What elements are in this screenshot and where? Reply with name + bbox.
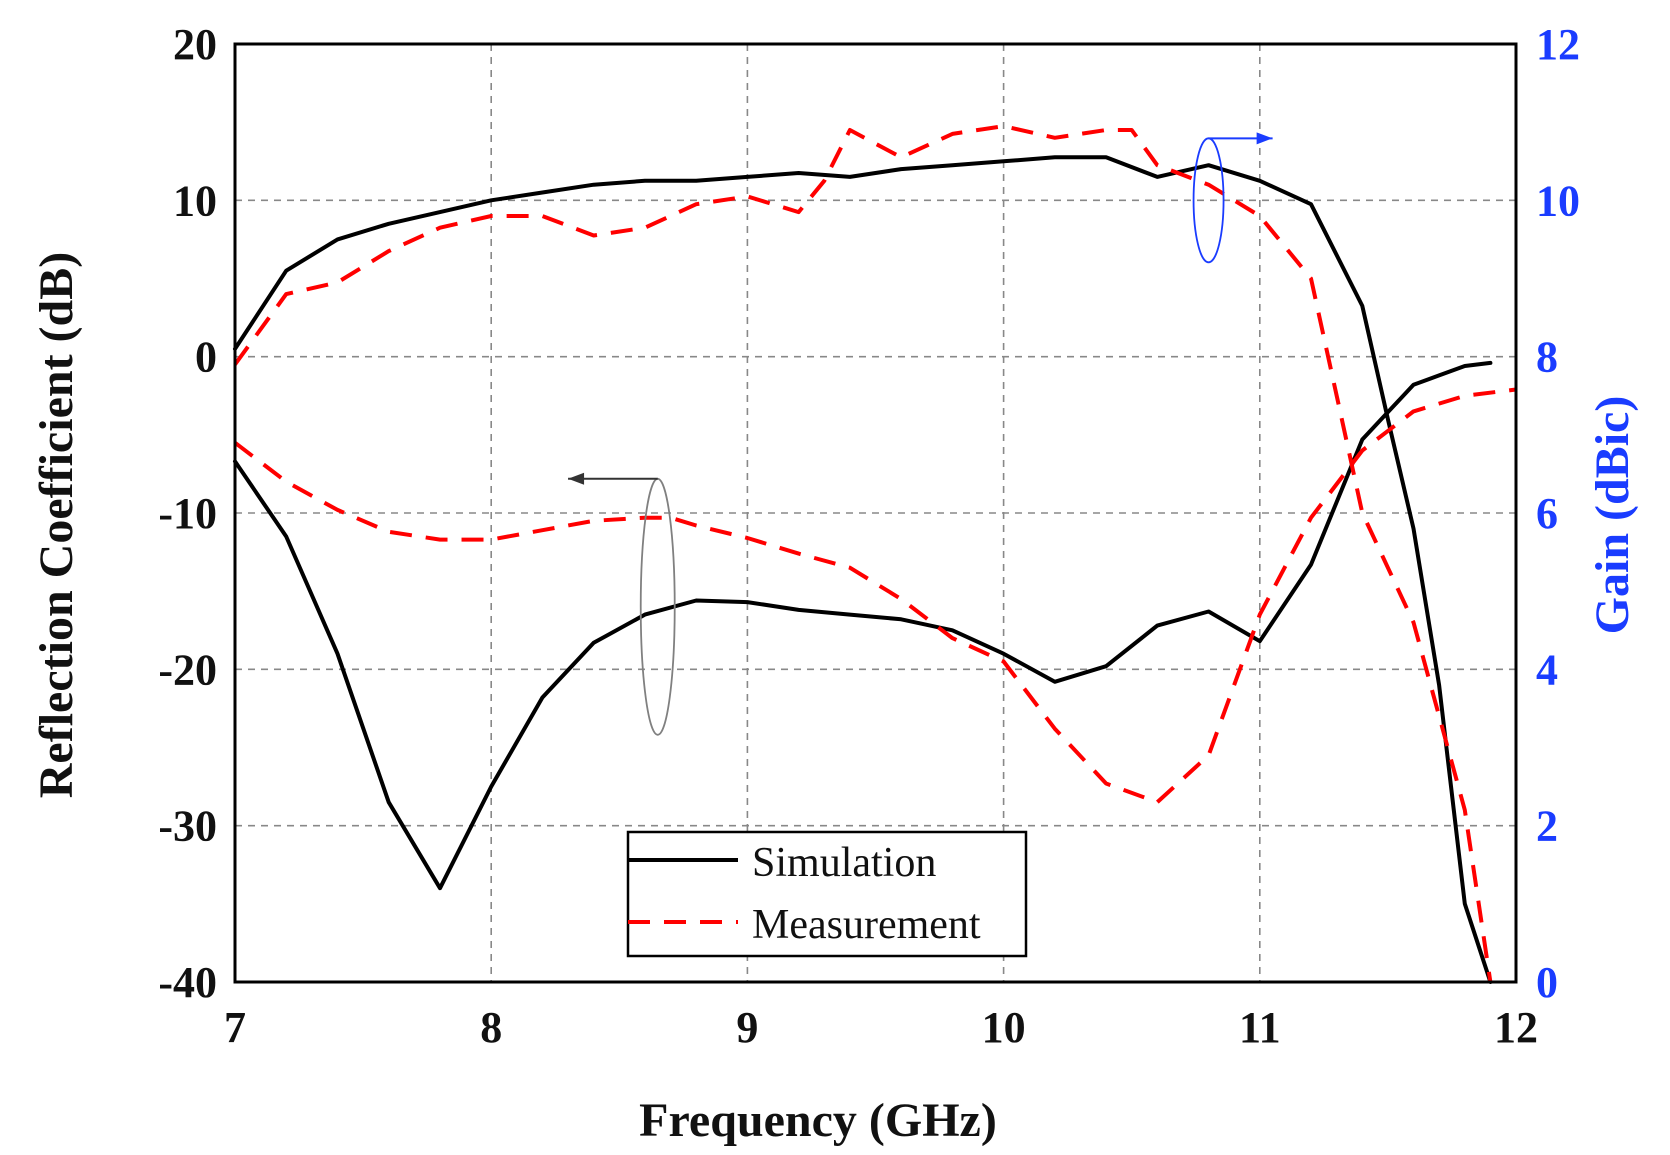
y-left-tick-label: -20 — [158, 645, 217, 694]
series-line-simulation-reflection — [233, 360, 1493, 891]
series-line-measurement-reflection — [233, 387, 1517, 805]
x-axis-label: Frequency (GHz) — [639, 1094, 997, 1147]
y-axis-right-label: Gain (dBic) — [1586, 396, 1639, 635]
y-right-tick-label: 10 — [1536, 176, 1580, 225]
x-tick-label: 9 — [736, 1003, 758, 1052]
y-left-tick-label: 20 — [173, 20, 217, 69]
x-tick-label: 11 — [1239, 1003, 1281, 1052]
y-left-tick-label: -30 — [158, 802, 217, 851]
legend-label-measurement: Measurement — [752, 902, 981, 948]
y-right-tick-label: 2 — [1536, 802, 1558, 851]
grid — [235, 44, 1516, 982]
series-line-measurement-gain — [233, 124, 1493, 983]
y-right-tick-label: 8 — [1536, 333, 1558, 382]
y-left-tick-label: -40 — [158, 958, 217, 1007]
y-right-tick-label: 4 — [1536, 645, 1558, 694]
legend-label-simulation: Simulation — [752, 840, 936, 886]
y-axis-left-label: Reflection Coefficient (dB) — [30, 252, 83, 799]
x-tick-label: 10 — [982, 1003, 1026, 1052]
y-left-tick-label: -10 — [158, 489, 217, 538]
x-tick-label: 7 — [224, 1003, 246, 1052]
annotation-arrow-head-left — [568, 472, 585, 485]
y-right-tick-label: 6 — [1536, 489, 1558, 538]
x-tick-label: 8 — [480, 1003, 502, 1052]
plot-area-frame — [233, 42, 1518, 984]
annotations — [568, 132, 1273, 736]
y-right-tick-label: 12 — [1536, 20, 1580, 69]
legend-box — [626, 830, 1028, 958]
y-left-tick-label: 0 — [195, 333, 217, 382]
x-tick-label: 12 — [1494, 1003, 1538, 1052]
series-line-simulation-gain — [233, 155, 1493, 984]
legend: Simulation Measurement — [626, 830, 1028, 958]
annotation-arrow-head-right — [1256, 132, 1273, 145]
series-layer — [233, 124, 1517, 984]
y-right-tick-label: 0 — [1536, 958, 1558, 1007]
y-left-tick-label: 10 — [173, 176, 217, 225]
